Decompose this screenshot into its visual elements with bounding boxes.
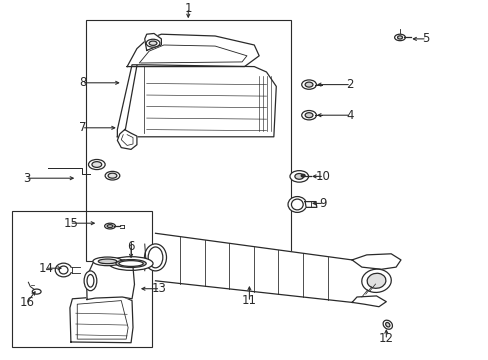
Ellipse shape: [148, 247, 163, 268]
Text: 4: 4: [345, 109, 353, 122]
Text: 5: 5: [421, 32, 428, 45]
Ellipse shape: [119, 261, 143, 266]
Polygon shape: [351, 296, 386, 307]
Polygon shape: [117, 130, 137, 149]
Ellipse shape: [287, 197, 306, 212]
Text: 12: 12: [378, 332, 393, 345]
Bar: [12, 211, 151, 347]
Ellipse shape: [291, 199, 303, 210]
Polygon shape: [305, 202, 316, 207]
Text: 11: 11: [242, 294, 256, 307]
Text: 10: 10: [315, 170, 329, 183]
Text: 8: 8: [79, 76, 87, 89]
Text: 3: 3: [23, 172, 31, 185]
Ellipse shape: [98, 259, 117, 264]
Text: 7: 7: [79, 121, 87, 134]
Ellipse shape: [92, 162, 102, 167]
Text: 14: 14: [39, 262, 54, 275]
Ellipse shape: [146, 39, 160, 47]
Ellipse shape: [294, 174, 303, 179]
Bar: [85, 20, 290, 261]
Ellipse shape: [301, 80, 316, 89]
Ellipse shape: [116, 260, 146, 267]
Ellipse shape: [397, 36, 402, 39]
Ellipse shape: [144, 244, 166, 271]
Polygon shape: [127, 34, 259, 67]
Ellipse shape: [59, 266, 68, 274]
Ellipse shape: [108, 173, 117, 178]
Ellipse shape: [32, 289, 41, 294]
Text: 16: 16: [20, 296, 34, 309]
Ellipse shape: [305, 113, 312, 118]
Text: 2: 2: [345, 78, 353, 91]
Ellipse shape: [88, 159, 105, 170]
Ellipse shape: [301, 111, 316, 120]
Polygon shape: [351, 254, 400, 269]
Text: 9: 9: [318, 197, 326, 210]
Polygon shape: [144, 33, 161, 50]
Ellipse shape: [305, 82, 312, 87]
Ellipse shape: [385, 323, 389, 327]
Ellipse shape: [361, 269, 390, 292]
Text: 15: 15: [63, 217, 78, 230]
Circle shape: [301, 174, 305, 177]
Ellipse shape: [382, 320, 392, 329]
Text: 13: 13: [151, 282, 166, 295]
Ellipse shape: [394, 34, 405, 41]
Ellipse shape: [107, 225, 113, 228]
Ellipse shape: [87, 274, 94, 287]
Text: 6: 6: [127, 240, 135, 253]
Text: 1: 1: [184, 3, 192, 15]
Polygon shape: [86, 260, 134, 300]
Ellipse shape: [149, 41, 157, 45]
Ellipse shape: [104, 223, 115, 229]
Ellipse shape: [289, 171, 308, 182]
Polygon shape: [155, 233, 351, 302]
Polygon shape: [117, 65, 276, 137]
Ellipse shape: [93, 257, 122, 266]
Polygon shape: [70, 295, 133, 343]
Ellipse shape: [55, 263, 72, 277]
Ellipse shape: [84, 271, 97, 291]
Ellipse shape: [366, 273, 385, 288]
Ellipse shape: [105, 171, 120, 180]
Ellipse shape: [109, 257, 153, 270]
